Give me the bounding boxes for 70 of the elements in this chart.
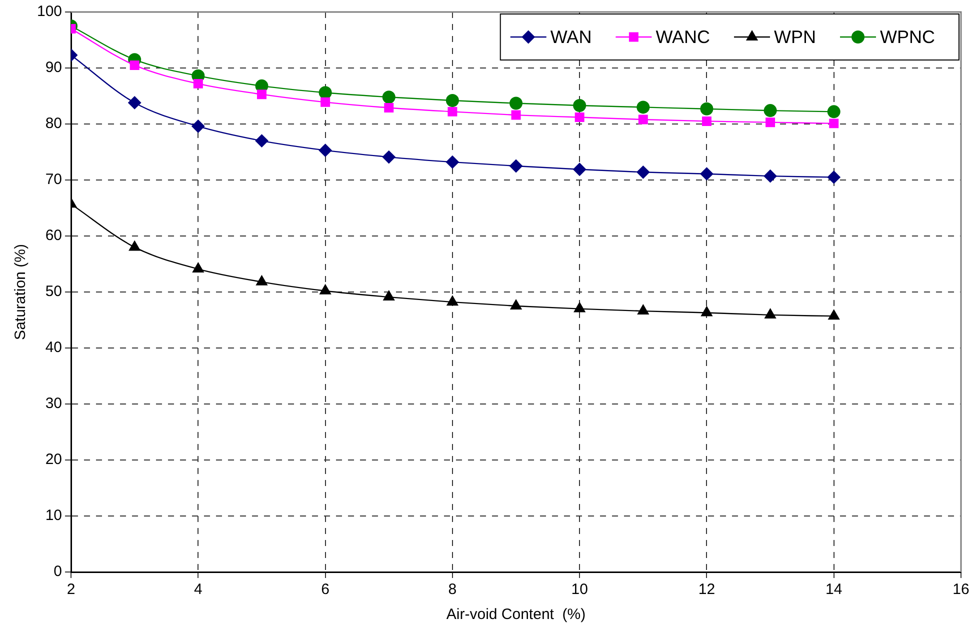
point xyxy=(256,90,266,100)
point xyxy=(701,306,712,316)
point xyxy=(130,60,140,70)
x-tick-label: 16 xyxy=(952,581,970,598)
x-tick-label: 6 xyxy=(321,581,330,598)
point xyxy=(574,112,584,122)
legend-label: WANC xyxy=(656,26,710,47)
point xyxy=(510,300,522,310)
point xyxy=(383,290,395,301)
point xyxy=(827,170,840,184)
legend-label: WPN xyxy=(774,26,816,47)
point xyxy=(255,134,268,148)
y-tick-label: 50 xyxy=(45,283,62,300)
point xyxy=(192,120,205,133)
point xyxy=(192,262,204,273)
y-tick-label: 40 xyxy=(45,339,62,356)
point xyxy=(700,167,714,180)
point xyxy=(446,156,459,169)
y-tick-label: 60 xyxy=(45,227,62,244)
point xyxy=(766,118,776,128)
point xyxy=(636,100,650,114)
point xyxy=(511,110,521,120)
x-tick-label: 12 xyxy=(698,581,716,598)
point xyxy=(382,150,396,164)
point xyxy=(510,160,523,172)
point xyxy=(446,296,458,306)
point xyxy=(702,116,712,126)
point xyxy=(764,104,777,118)
y-tick-label: 0 xyxy=(54,563,62,580)
x-tick-label: 10 xyxy=(571,581,588,598)
point xyxy=(638,114,648,124)
point xyxy=(382,90,396,104)
point xyxy=(320,97,330,107)
point xyxy=(448,106,458,116)
point xyxy=(318,144,332,157)
point xyxy=(700,102,714,116)
x-tick-label: 8 xyxy=(448,581,457,598)
y-tick-label: 80 xyxy=(45,115,62,132)
y-axis-title: Saturation (%) xyxy=(12,244,30,340)
point xyxy=(636,166,650,179)
x-tick-label: 4 xyxy=(194,581,202,598)
point xyxy=(256,275,268,286)
point xyxy=(193,78,203,88)
point xyxy=(637,304,649,315)
x-tick-label: 14 xyxy=(826,581,842,598)
y-tick-label: 90 xyxy=(45,59,62,76)
point xyxy=(128,96,142,110)
y-tick-label: 10 xyxy=(45,507,62,524)
point xyxy=(510,96,523,110)
y-tick-label: 20 xyxy=(45,451,62,468)
point xyxy=(573,99,586,112)
legend-label: WAN xyxy=(550,26,592,47)
point xyxy=(828,310,840,320)
x-tick-label: 2 xyxy=(66,581,76,598)
point xyxy=(318,86,332,100)
x-axis-title: Air-void Content (%) xyxy=(446,606,586,624)
point xyxy=(764,170,777,183)
y-tick-label: 30 xyxy=(45,395,62,412)
point xyxy=(446,94,459,107)
point xyxy=(320,284,331,294)
y-tick-label: 70 xyxy=(45,171,62,188)
point xyxy=(574,302,586,312)
point xyxy=(384,103,394,113)
legend-label: WPNC xyxy=(880,26,936,47)
point xyxy=(573,162,586,176)
point xyxy=(829,118,839,128)
y-tick-label: 100 xyxy=(36,3,62,20)
point xyxy=(764,308,776,318)
point xyxy=(128,240,140,251)
point xyxy=(827,105,840,118)
